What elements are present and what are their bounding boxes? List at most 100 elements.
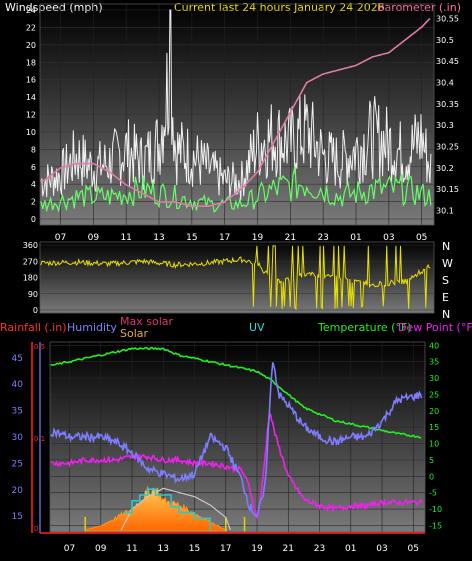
wind-y-tick: 4 [31,180,36,189]
temperature-y-ticks: 40 35 30 25 20 15 10 5 0 -5 -10 -15 [429,341,442,530]
wind-y-tick: 10 [26,128,36,137]
temperature-y-tick: -5 [429,489,437,498]
temperature-y-tick: 5 [429,456,434,465]
temperature-y-tick: 40 [429,341,439,350]
wind-gust-series [40,9,432,200]
weather-x-tick: 09 [95,544,107,554]
wind-x-tick: 15 [186,233,197,243]
direction-y-tick: 0 [33,306,38,315]
temperature-y-tick: 20 [429,407,439,416]
wind-y-tick: 22 [26,23,36,32]
weather-x-tick: 05 [408,544,419,554]
direction-y-tick: 270 [23,257,38,266]
wind-y-tick: 14 [26,93,36,102]
barometer-line [40,17,431,207]
temperature-y-tick: 15 [429,423,439,432]
barometer-y-tick: 30.55 [436,15,459,24]
wind-x-tick: 13 [153,233,164,243]
temperature-label: Temperature (°F) [317,321,412,334]
direction-frame [39,241,435,314]
wind-average-line [40,166,432,213]
max-solar-series [120,487,232,531]
chart-title: Current last 24 hours January 24 2026 [174,1,385,14]
direction-y-tick: 360 [23,241,38,250]
wind-x-tick: 19 [252,233,264,243]
compass-label: W [442,257,453,270]
direction-y-tick: 90 [28,290,38,299]
compass-label: S [442,274,449,287]
direction-series [40,245,431,311]
wind-x-tick: 09 [88,233,100,243]
weather-x-tick: 17 [220,544,231,554]
barometer-y-tick: 30.25 [436,142,459,151]
windspeed-label: Windspeed (mph) [5,1,103,14]
wind-y-tick: 18 [26,58,36,67]
max-solar-label: Max solar [120,315,173,328]
barometer-y-tick: 30.1 [436,206,454,215]
wind-y-tick: 8 [31,145,36,154]
max-solar-line [120,487,232,531]
barometer-y-tick: 30.35 [436,100,459,109]
humidity-y-tick: 25 [12,459,23,469]
temperature-y-tick: 30 [429,374,439,383]
wind-x-tick: 01 [350,233,361,243]
weather-x-tick: 01 [345,544,356,554]
wind-gust-line [40,9,432,200]
humidity-label: Humidity [67,321,117,334]
weather-frame [49,341,426,533]
rainfall-y-tick: 0 [34,525,38,533]
temperature-y-tick: -10 [429,505,442,514]
wind-y-tick: 6 [31,163,36,172]
wind-y-tick: 0 [31,215,36,224]
weather-x-tick: 19 [251,544,263,554]
wind-average-series [40,166,432,213]
humidity-y-tick: 35 [12,407,23,417]
weather-x-ticks: 07 09 11 13 15 17 19 21 23 01 03 05 [64,544,419,554]
humidity-y-tick: 45 [12,354,23,364]
wind-x-tick: 17 [219,233,230,243]
wind-x-tick: 21 [285,233,296,243]
weather-x-tick: 23 [314,544,325,554]
solar-label: Solar [120,327,149,340]
wind-y-tick: 12 [26,111,36,120]
barometer-label: Barometer (.in) [377,1,461,14]
direction-y-ticks: 0 90 180 270 360 [23,241,38,315]
uv-series [124,488,211,530]
wind-frame [39,3,435,226]
temperature-series [50,346,422,439]
wind-x-tick: 05 [416,233,427,243]
barometer-y-tick: 30.15 [436,185,459,194]
barometer-y-ticks: 30.1 30.15 30.2 30.25 30.3 30.35 30.4 30.45 30.5… [436,15,459,216]
dewpoint-line [50,410,423,521]
humidity-y-ticks: 15 20 25 30 35 40 45 [12,354,24,522]
temperature-y-tick: -15 [429,521,442,530]
weather-x-tick: 13 [158,544,169,554]
dewpoint-series [50,410,423,521]
temperature-y-tick: 0 [429,472,434,481]
humidity-line [50,362,423,518]
weather-x-tick: 11 [126,544,137,554]
dewpoint-label: Dew Point (°F) [398,321,472,334]
humidity-y-tick: 15 [12,512,23,522]
wind-x-tick: 03 [383,233,394,243]
wind-y-tick: 20 [26,41,36,50]
humidity-y-tick: 40 [12,380,24,390]
wind-y-tick: 2 [31,198,36,207]
wind-x-ticks: 07 09 11 13 15 17 19 21 23 01 03 05 [55,233,428,243]
compass-label: E [442,291,449,304]
rainfall-label: Rainfall (.in) [0,321,67,334]
barometer-series [40,17,431,207]
humidity-y-tick: 20 [12,486,24,496]
temperature-y-tick: 25 [429,390,439,399]
weather-x-tick: 07 [64,544,75,554]
temperature-y-tick: 35 [429,358,439,367]
direction-line [40,245,431,311]
weather-x-tick: 15 [189,544,200,554]
rainfall-axis: 0.50.10 [31,342,425,534]
wind-x-tick: 11 [120,233,131,243]
temperature-y-tick: 10 [429,440,439,449]
temperature-line [50,346,422,439]
